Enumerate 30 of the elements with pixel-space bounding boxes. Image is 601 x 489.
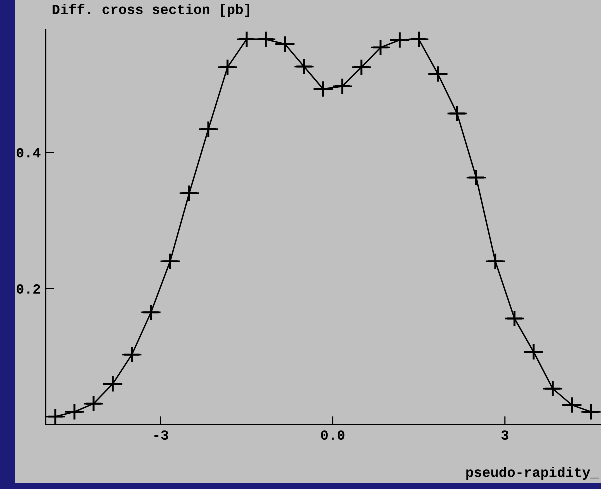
point [430, 66, 447, 83]
x-tick-label: 3 [502, 430, 509, 440]
point [200, 120, 218, 138]
point [468, 169, 486, 186]
point [85, 395, 102, 412]
point [296, 58, 313, 76]
point [123, 346, 141, 364]
point [564, 396, 581, 414]
point [219, 58, 236, 76]
point [66, 403, 84, 421]
point [448, 105, 466, 122]
point [276, 36, 294, 53]
point [525, 344, 542, 361]
point [506, 310, 524, 328]
point [353, 58, 370, 76]
y-tick-label: 0.4 [16, 148, 41, 158]
point [486, 252, 504, 270]
point [544, 380, 562, 398]
x-tick-label: 0.0 [321, 430, 345, 440]
point [104, 376, 122, 393]
point [46, 408, 64, 426]
point [180, 184, 198, 202]
y-tick-label: 0.2 [16, 284, 40, 294]
point [162, 252, 179, 270]
point [372, 39, 390, 56]
x-axis-title: pseudo-rapidity_ [466, 467, 600, 480]
point [582, 403, 600, 421]
point [142, 304, 160, 322]
chart-title: Diff. cross section [pb] [52, 4, 250, 18]
x-tick-label: -3 [154, 430, 168, 440]
